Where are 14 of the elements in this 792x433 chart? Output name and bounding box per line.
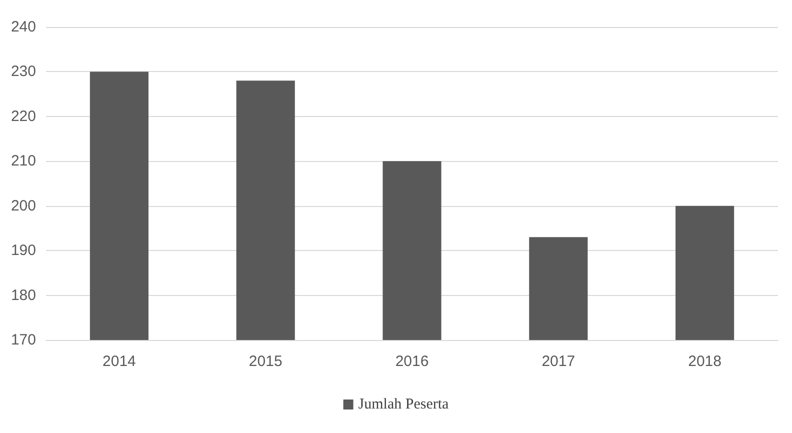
y-tick-label: 170 <box>10 332 36 348</box>
x-tick-label: 2017 <box>542 353 576 370</box>
x-tick-label: 2016 <box>395 353 429 370</box>
x-tick-label: 2015 <box>248 353 282 370</box>
legend-label: Jumlah Peserta <box>358 396 450 412</box>
y-tick-label: 220 <box>10 108 36 125</box>
x-tick-label: 2018 <box>688 353 722 370</box>
y-tick-label: 230 <box>10 63 36 80</box>
x-tick-label: 2014 <box>102 353 136 370</box>
y-tick-label: 240 <box>10 18 36 36</box>
y-tick-label: 210 <box>10 152 36 170</box>
y-tick-label: 190 <box>10 242 36 260</box>
y-tick-label: 180 <box>10 286 36 304</box>
y-tick-label: 200 <box>10 197 36 214</box>
